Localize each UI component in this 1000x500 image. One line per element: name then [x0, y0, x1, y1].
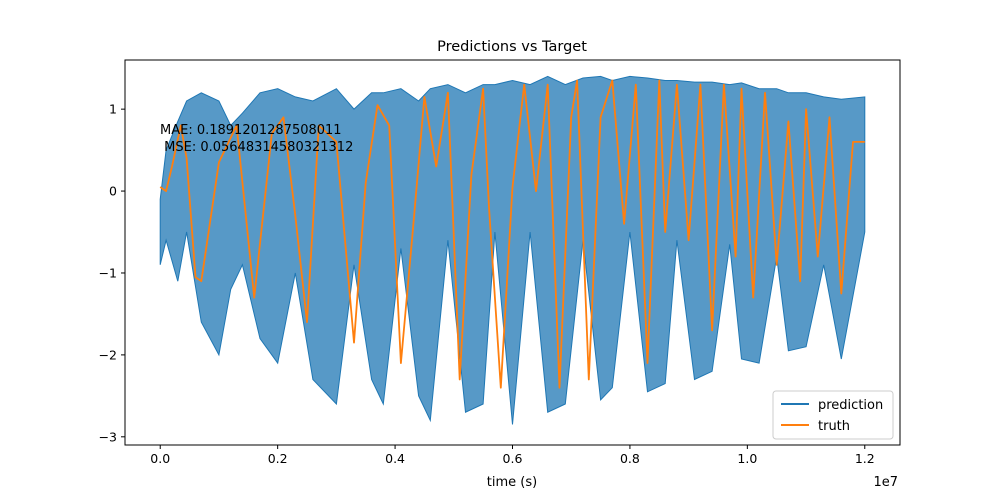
legend-label-truth: truth	[818, 419, 850, 434]
chart-title: Predictions vs Target	[437, 39, 587, 55]
x-axis-offset-label: 1e7	[873, 475, 898, 490]
x-tick-label: 0.0	[150, 451, 170, 466]
x-tick-label: 0.2	[268, 451, 288, 466]
x-tick-label: 1.0	[737, 451, 757, 466]
x-tick-label: 0.8	[620, 451, 640, 466]
prediction-series	[159, 75, 866, 425]
metrics-annotation-mse: MSE: 0.05648314580321312	[160, 140, 353, 155]
x-axis-ticks: 0.0 0.2 0.4 0.6 0.8 1.0 1.2	[150, 445, 875, 466]
x-axis-label: time (s)	[487, 475, 537, 490]
y-tick-label: −1	[99, 265, 117, 280]
legend: prediction truth	[772, 390, 894, 440]
y-axis-ticks: −3 −2 −1 0 1	[99, 102, 125, 444]
truth-series	[159, 79, 865, 389]
plot-area	[159, 75, 866, 425]
legend-label-prediction: prediction	[818, 398, 883, 413]
x-tick-label: 1.2	[855, 451, 875, 466]
metrics-annotation-mae: MAE: 0.1891201287508011	[160, 123, 342, 138]
truth-line	[159, 79, 865, 389]
y-tick-label: −2	[99, 347, 117, 362]
prediction-band	[159, 75, 866, 425]
y-tick-label: −3	[99, 429, 117, 444]
y-tick-label: 1	[109, 102, 117, 117]
x-tick-label: 0.6	[503, 451, 523, 466]
y-tick-label: 0	[109, 184, 117, 199]
x-tick-label: 0.4	[385, 451, 405, 466]
